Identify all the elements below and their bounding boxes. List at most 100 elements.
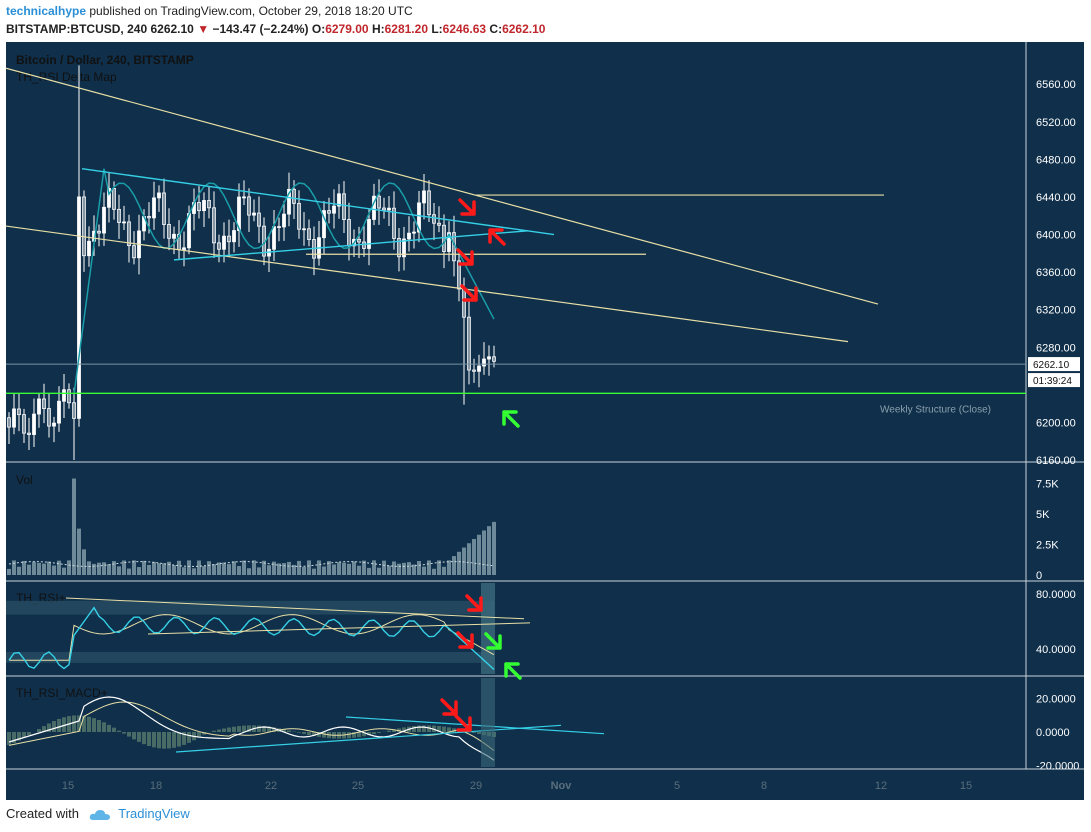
volume-tick-label: 0	[1036, 570, 1042, 582]
candle-body	[332, 205, 336, 214]
price-tick-label: 6160.00	[1036, 455, 1076, 467]
candle-body	[32, 413, 36, 435]
volume-bar	[277, 563, 281, 575]
candle-body	[307, 228, 311, 240]
volume-bar	[182, 567, 186, 575]
volume-bar	[202, 566, 206, 575]
volume-bar	[147, 564, 151, 575]
candle-body	[407, 232, 411, 240]
price-axis	[1026, 42, 1084, 800]
macd-histogram-bar	[372, 732, 376, 735]
macd-histogram-bar	[227, 727, 231, 732]
macd-histogram-bar	[82, 715, 86, 732]
candle-body	[12, 408, 16, 428]
x-tick-label: 5	[674, 780, 680, 792]
candle-body	[27, 432, 31, 435]
macd-histogram-bar	[392, 729, 396, 732]
red-arrow-icon	[458, 198, 476, 216]
volume-bar	[437, 560, 441, 575]
volume-bar	[302, 566, 306, 575]
macd-histogram-bar	[22, 732, 26, 738]
macd-histogram-bar	[237, 726, 241, 732]
macd-histogram-bar	[347, 732, 351, 739]
candle-body	[52, 422, 56, 427]
chart-canvas[interactable]: 6560.00 6520.00 6480.00 6440.00 6400.00 6360.…	[6, 42, 1084, 800]
volume-bar	[297, 560, 301, 575]
macd-histogram-bar	[122, 732, 126, 734]
tradingview-cloud-icon	[89, 809, 110, 820]
macd-histogram-bar	[17, 732, 21, 741]
macd-histogram-bar	[362, 732, 366, 737]
author-link[interactable]: technicalhype	[6, 4, 87, 18]
rsi-highlight-bar	[481, 583, 495, 674]
macd-histogram-bar	[402, 727, 406, 732]
o-value: 6279.00	[325, 22, 369, 36]
volume-bar	[37, 562, 41, 575]
volume-bar	[52, 565, 56, 575]
macd-highlight-bar	[481, 678, 495, 767]
x-tick-label: 12	[875, 780, 887, 792]
volume-bar	[197, 560, 201, 575]
volume-bar	[337, 562, 341, 575]
candle-body	[22, 414, 26, 434]
macd-trendline-lower	[175, 724, 562, 753]
candle-body	[337, 193, 341, 207]
candle-body	[57, 400, 61, 424]
volume-bar	[192, 568, 196, 575]
down-arrow-icon: ▼	[197, 22, 210, 36]
chart-background	[6, 42, 1084, 800]
tradingview-link[interactable]: TradingView	[118, 806, 190, 821]
candle-body	[67, 389, 71, 404]
macd-histogram-bar	[412, 726, 416, 732]
macd-histogram-bar	[442, 726, 446, 732]
macd-histogram-bar	[377, 732, 381, 733]
candle-body	[37, 398, 41, 415]
macd-histogram-bar	[367, 732, 371, 736]
macd-histogram-bar	[302, 732, 306, 734]
macd-histogram-bar	[212, 730, 216, 732]
volume-bar	[252, 560, 256, 575]
volume-bar	[137, 567, 141, 575]
candle-body	[167, 224, 171, 239]
volume-bar	[12, 560, 16, 575]
red-arrow-icon	[456, 631, 474, 649]
candle-body	[97, 230, 101, 234]
macd-histogram-bar	[287, 730, 291, 732]
volume-bar	[317, 560, 321, 575]
candle-body	[242, 196, 246, 199]
macd-histogram-bar	[117, 730, 121, 732]
volume-bar	[112, 561, 116, 575]
rsi-trendline-upper	[65, 597, 525, 620]
macd-histogram-bar	[477, 732, 481, 735]
macd-histogram-bar	[257, 725, 261, 732]
candle-body	[412, 231, 416, 234]
macd-histogram-bar	[167, 732, 171, 749]
volume-bar	[237, 566, 241, 575]
volume-bar	[312, 568, 316, 575]
candle-body	[432, 214, 436, 224]
macd-histogram-bar	[27, 732, 31, 735]
price-tick-label: 6280.00	[1036, 342, 1076, 354]
macd-histogram-bar	[77, 715, 81, 732]
price-tick-label: 6320.00	[1036, 305, 1076, 317]
volume-bar	[57, 560, 61, 575]
descending-support-line	[6, 225, 849, 343]
volume-bar	[402, 562, 406, 575]
channel-upper-line	[81, 168, 555, 236]
candle-body	[147, 216, 151, 219]
price-tick-label: 6560.00	[1036, 79, 1076, 91]
macd-histogram-bar	[262, 725, 266, 732]
candle-body	[382, 207, 386, 211]
volume-bar	[162, 563, 166, 575]
ohlc-line: BITSTAMP:BTCUSD, 240 6262.10 ▼ −143.47 (…	[6, 22, 545, 36]
candle-body	[42, 398, 46, 409]
candle-body	[457, 260, 461, 290]
candle-body	[182, 247, 186, 250]
candle-body	[302, 228, 306, 231]
annotation-weekly-structure: Weekly Structure (Close)	[880, 404, 991, 415]
candle-body	[322, 210, 326, 239]
volume-bar	[472, 538, 476, 575]
macd-histogram-bar	[52, 721, 56, 732]
volume-bar	[32, 562, 36, 575]
rsi-tick-label: 40.0000	[1036, 644, 1076, 656]
